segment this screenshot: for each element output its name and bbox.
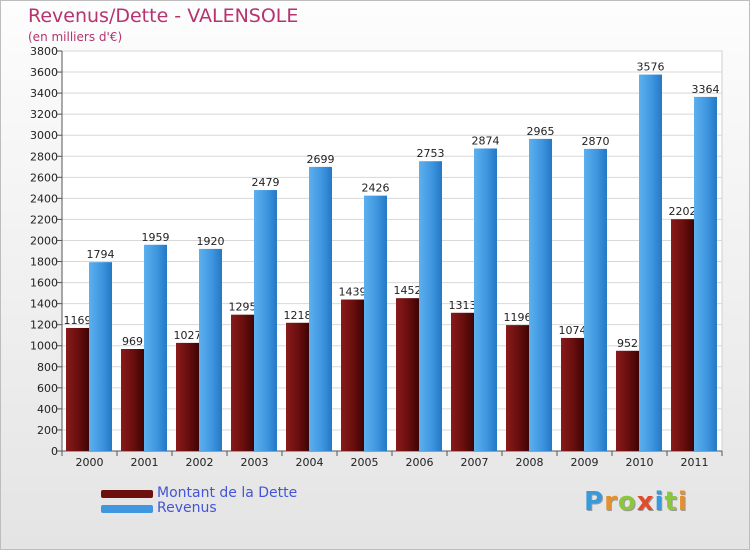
data-label-dette: 952: [617, 337, 638, 350]
data-label-revenus: 2479: [252, 176, 280, 189]
y-tick-label: 2400: [30, 192, 58, 205]
y-tick-label: 1800: [30, 256, 58, 269]
data-label-dette: 1196: [504, 311, 532, 324]
logo-letter: o: [617, 487, 637, 517]
data-label-revenus: 2699: [307, 153, 335, 166]
bar-dette: [176, 342, 199, 451]
chart-subtitle: (en milliers d'€): [28, 30, 123, 44]
y-tick-label: 0: [51, 445, 58, 458]
x-tick-label: 2002: [186, 456, 214, 469]
bar-dette: [341, 299, 364, 451]
logo-letter: P: [584, 487, 605, 517]
legend-label-dette: Montant de la Dette: [157, 485, 298, 501]
y-tick-label: 3000: [30, 129, 58, 142]
x-tick-label: 2011: [681, 456, 709, 469]
y-tick-label: 3400: [30, 87, 58, 100]
bar-dette: [451, 312, 474, 451]
y-tick-label: 3600: [30, 66, 58, 79]
bar-dette: [121, 349, 144, 451]
x-tick-label: 2007: [461, 456, 489, 469]
data-label-revenus: 1794: [87, 248, 115, 261]
logo-letter: r: [604, 487, 618, 517]
data-label-dette: 1027: [174, 329, 202, 342]
x-tick-label: 2000: [76, 456, 104, 469]
bar-revenus: [474, 148, 497, 451]
bar-dette: [66, 327, 89, 451]
bar-revenus: [199, 248, 222, 451]
x-tick-label: 2010: [626, 456, 654, 469]
data-label-revenus: 3576: [637, 61, 665, 74]
y-tick-label: 1600: [30, 277, 58, 290]
bar-revenus: [529, 138, 552, 452]
data-label-dette: 1313: [449, 299, 477, 312]
y-tick-label: 800: [37, 361, 58, 374]
bar-dette: [396, 298, 419, 451]
bar-revenus: [309, 166, 332, 452]
y-tick-label: 400: [37, 403, 58, 416]
proxiti-logo: Proxiti: [584, 487, 688, 517]
data-label-revenus: 2965: [527, 125, 555, 138]
legend-label-revenus: Revenus: [157, 500, 217, 516]
data-label-revenus: 2426: [362, 182, 390, 195]
data-label-dette: 1074: [559, 324, 587, 337]
bar-revenus: [144, 244, 167, 451]
y-tick-label: 200: [37, 424, 58, 437]
data-label-revenus: 2874: [472, 134, 500, 147]
x-tick-label: 2009: [571, 456, 599, 469]
y-tick-label: 1400: [30, 298, 58, 311]
x-tick-label: 2003: [241, 456, 269, 469]
y-tick-label: 1000: [30, 340, 58, 353]
data-label-dette: 2202: [669, 205, 697, 218]
data-label-dette: 1452: [394, 284, 422, 297]
data-label-dette: 969: [122, 335, 143, 348]
plot-area: [61, 50, 723, 452]
data-label-dette: 1439: [339, 286, 367, 299]
data-label-revenus: 1920: [197, 235, 225, 248]
bar-revenus: [639, 74, 662, 451]
data-label-dette: 1169: [64, 314, 92, 327]
data-label-revenus: 1959: [142, 231, 170, 244]
bar-revenus: [254, 190, 277, 452]
y-tick-label: 600: [37, 382, 58, 395]
legend-swatch-dette: [101, 490, 153, 498]
x-tick-label: 2006: [406, 456, 434, 469]
bar-dette: [616, 350, 639, 451]
bar-revenus: [694, 96, 717, 451]
bar-dette: [561, 337, 584, 451]
bar-dette: [671, 219, 694, 451]
y-tick-label: 1200: [30, 319, 58, 332]
bar-revenus: [584, 148, 607, 452]
y-tick-label: 3800: [30, 45, 58, 58]
bar-chart: 0 200 400 600 800 1000 1200 1400 1600 1800 2000 220…: [30, 45, 723, 469]
logo-letter: i: [654, 487, 665, 517]
data-label-dette: 1218: [284, 309, 312, 322]
y-tick-label: 2000: [30, 234, 58, 247]
logo-letter: t: [664, 487, 678, 517]
bar-revenus: [89, 262, 112, 451]
bar-dette: [286, 322, 309, 451]
bar-revenus: [364, 195, 387, 451]
y-tick-label: 2800: [30, 150, 58, 163]
chart-title: Revenus/Dette - VALENSOLE: [28, 5, 299, 27]
y-tick-label: 2200: [30, 213, 58, 226]
data-label-revenus: 2753: [417, 147, 445, 160]
x-tick-label: 2001: [131, 456, 159, 469]
data-label-dette: 1295: [229, 301, 257, 314]
legend-swatch-revenus: [101, 505, 153, 513]
bar-dette: [231, 314, 254, 451]
bar-dette: [506, 325, 529, 451]
data-label-revenus: 2870: [582, 135, 610, 148]
x-tick-label: 2008: [516, 456, 544, 469]
data-label-revenus: 3364: [692, 83, 720, 96]
y-tick-label: 2600: [30, 171, 58, 184]
y-tick-label: 3200: [30, 108, 58, 121]
logo-letter: x: [636, 487, 655, 517]
logo-letter: i: [677, 487, 688, 517]
bar-revenus: [419, 161, 442, 452]
x-tick-label: 2005: [351, 456, 379, 469]
x-tick-label: 2004: [296, 456, 324, 469]
